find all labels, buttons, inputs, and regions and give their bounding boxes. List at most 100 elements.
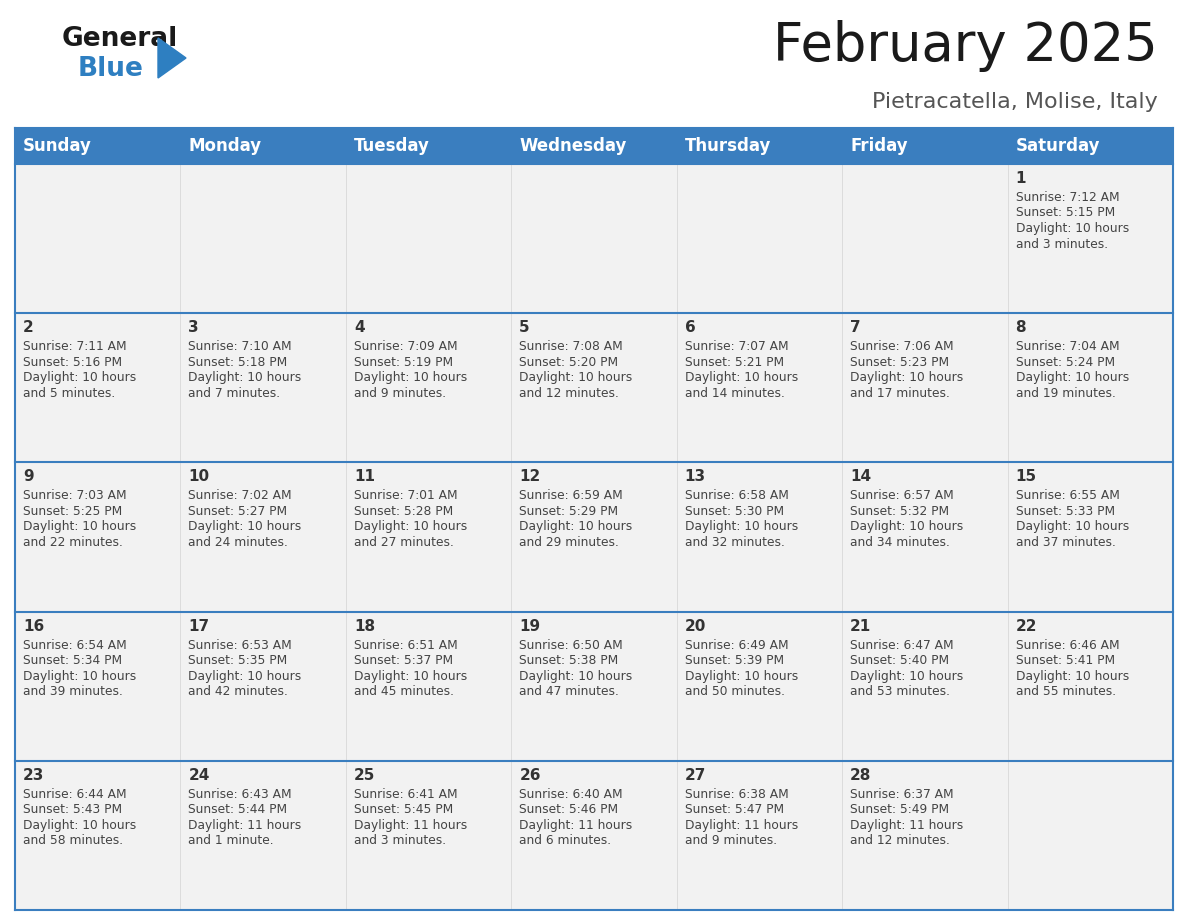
Text: Sunday: Sunday bbox=[23, 137, 91, 155]
Text: Sunrise: 6:55 AM: Sunrise: 6:55 AM bbox=[1016, 489, 1119, 502]
Text: 3: 3 bbox=[189, 320, 200, 335]
Text: Daylight: 11 hours: Daylight: 11 hours bbox=[684, 819, 798, 832]
Text: 6: 6 bbox=[684, 320, 695, 335]
Text: Sunrise: 7:02 AM: Sunrise: 7:02 AM bbox=[189, 489, 292, 502]
Text: Sunset: 5:21 PM: Sunset: 5:21 PM bbox=[684, 355, 784, 369]
Text: Sunset: 5:16 PM: Sunset: 5:16 PM bbox=[23, 355, 122, 369]
Text: Friday: Friday bbox=[851, 137, 908, 155]
Text: and 7 minutes.: and 7 minutes. bbox=[189, 386, 280, 399]
Bar bbox=[15, 164, 1173, 313]
Text: and 9 minutes.: and 9 minutes. bbox=[684, 834, 777, 847]
Text: Sunset: 5:47 PM: Sunset: 5:47 PM bbox=[684, 803, 784, 816]
Text: and 3 minutes.: and 3 minutes. bbox=[1016, 238, 1107, 251]
Text: Sunset: 5:18 PM: Sunset: 5:18 PM bbox=[189, 355, 287, 369]
Text: Sunrise: 6:43 AM: Sunrise: 6:43 AM bbox=[189, 788, 292, 800]
Text: Sunrise: 7:03 AM: Sunrise: 7:03 AM bbox=[23, 489, 127, 502]
Text: Daylight: 10 hours: Daylight: 10 hours bbox=[1016, 669, 1129, 683]
Text: Sunset: 5:41 PM: Sunset: 5:41 PM bbox=[1016, 655, 1114, 667]
Text: 7: 7 bbox=[851, 320, 861, 335]
Text: Sunset: 5:33 PM: Sunset: 5:33 PM bbox=[1016, 505, 1114, 518]
Text: Sunset: 5:40 PM: Sunset: 5:40 PM bbox=[851, 655, 949, 667]
Text: Daylight: 10 hours: Daylight: 10 hours bbox=[851, 669, 963, 683]
Text: 16: 16 bbox=[23, 619, 44, 633]
Text: 8: 8 bbox=[1016, 320, 1026, 335]
Text: and 32 minutes.: and 32 minutes. bbox=[684, 536, 784, 549]
Text: Sunrise: 6:54 AM: Sunrise: 6:54 AM bbox=[23, 639, 127, 652]
Text: Daylight: 11 hours: Daylight: 11 hours bbox=[354, 819, 467, 832]
Text: Daylight: 11 hours: Daylight: 11 hours bbox=[189, 819, 302, 832]
Text: Sunset: 5:46 PM: Sunset: 5:46 PM bbox=[519, 803, 619, 816]
Text: Thursday: Thursday bbox=[684, 137, 771, 155]
Text: and 50 minutes.: and 50 minutes. bbox=[684, 685, 785, 698]
Text: and 14 minutes.: and 14 minutes. bbox=[684, 386, 784, 399]
Text: Sunrise: 6:59 AM: Sunrise: 6:59 AM bbox=[519, 489, 623, 502]
Text: 13: 13 bbox=[684, 469, 706, 485]
Text: Sunrise: 6:51 AM: Sunrise: 6:51 AM bbox=[354, 639, 457, 652]
Text: 10: 10 bbox=[189, 469, 209, 485]
Text: Sunset: 5:24 PM: Sunset: 5:24 PM bbox=[1016, 355, 1114, 369]
Text: Sunrise: 6:46 AM: Sunrise: 6:46 AM bbox=[1016, 639, 1119, 652]
Text: 9: 9 bbox=[23, 469, 33, 485]
Text: 4: 4 bbox=[354, 320, 365, 335]
Text: 17: 17 bbox=[189, 619, 209, 633]
Text: Daylight: 10 hours: Daylight: 10 hours bbox=[851, 371, 963, 385]
Text: and 45 minutes.: and 45 minutes. bbox=[354, 685, 454, 698]
Bar bbox=[15, 611, 1173, 761]
Text: Sunrise: 6:53 AM: Sunrise: 6:53 AM bbox=[189, 639, 292, 652]
Text: Sunrise: 6:58 AM: Sunrise: 6:58 AM bbox=[684, 489, 789, 502]
Text: Sunset: 5:27 PM: Sunset: 5:27 PM bbox=[189, 505, 287, 518]
Text: 27: 27 bbox=[684, 767, 706, 783]
Text: and 58 minutes.: and 58 minutes. bbox=[23, 834, 124, 847]
Text: Daylight: 10 hours: Daylight: 10 hours bbox=[354, 371, 467, 385]
Text: Sunset: 5:15 PM: Sunset: 5:15 PM bbox=[1016, 207, 1114, 219]
Text: Sunset: 5:43 PM: Sunset: 5:43 PM bbox=[23, 803, 122, 816]
Text: Sunset: 5:37 PM: Sunset: 5:37 PM bbox=[354, 655, 453, 667]
Text: and 34 minutes.: and 34 minutes. bbox=[851, 536, 950, 549]
Text: Sunrise: 7:11 AM: Sunrise: 7:11 AM bbox=[23, 341, 127, 353]
Bar bbox=[15, 128, 1173, 164]
Text: Daylight: 10 hours: Daylight: 10 hours bbox=[684, 669, 798, 683]
Text: Daylight: 10 hours: Daylight: 10 hours bbox=[189, 521, 302, 533]
Text: Daylight: 11 hours: Daylight: 11 hours bbox=[851, 819, 963, 832]
Text: Daylight: 10 hours: Daylight: 10 hours bbox=[23, 371, 137, 385]
Text: Sunset: 5:45 PM: Sunset: 5:45 PM bbox=[354, 803, 453, 816]
Text: and 53 minutes.: and 53 minutes. bbox=[851, 685, 950, 698]
Text: Sunset: 5:25 PM: Sunset: 5:25 PM bbox=[23, 505, 122, 518]
Text: Daylight: 10 hours: Daylight: 10 hours bbox=[354, 669, 467, 683]
Text: Sunrise: 7:04 AM: Sunrise: 7:04 AM bbox=[1016, 341, 1119, 353]
Text: and 12 minutes.: and 12 minutes. bbox=[519, 386, 619, 399]
Text: Daylight: 10 hours: Daylight: 10 hours bbox=[23, 819, 137, 832]
Text: Sunset: 5:29 PM: Sunset: 5:29 PM bbox=[519, 505, 619, 518]
Text: and 9 minutes.: and 9 minutes. bbox=[354, 386, 446, 399]
Text: 20: 20 bbox=[684, 619, 706, 633]
Text: and 17 minutes.: and 17 minutes. bbox=[851, 386, 950, 399]
Bar bbox=[15, 463, 1173, 611]
Text: Sunset: 5:49 PM: Sunset: 5:49 PM bbox=[851, 803, 949, 816]
Text: Sunset: 5:30 PM: Sunset: 5:30 PM bbox=[684, 505, 784, 518]
Text: Daylight: 10 hours: Daylight: 10 hours bbox=[23, 669, 137, 683]
Text: Blue: Blue bbox=[78, 56, 144, 82]
Text: 23: 23 bbox=[23, 767, 44, 783]
Text: Sunrise: 6:47 AM: Sunrise: 6:47 AM bbox=[851, 639, 954, 652]
Text: Sunset: 5:34 PM: Sunset: 5:34 PM bbox=[23, 655, 122, 667]
Text: Daylight: 10 hours: Daylight: 10 hours bbox=[1016, 521, 1129, 533]
Bar bbox=[15, 313, 1173, 463]
Text: Sunrise: 7:08 AM: Sunrise: 7:08 AM bbox=[519, 341, 623, 353]
Text: Daylight: 10 hours: Daylight: 10 hours bbox=[519, 669, 632, 683]
Text: and 3 minutes.: and 3 minutes. bbox=[354, 834, 446, 847]
Text: 2: 2 bbox=[23, 320, 33, 335]
Text: 18: 18 bbox=[354, 619, 375, 633]
Text: Sunrise: 6:44 AM: Sunrise: 6:44 AM bbox=[23, 788, 127, 800]
Polygon shape bbox=[158, 38, 187, 78]
Text: Sunrise: 6:57 AM: Sunrise: 6:57 AM bbox=[851, 489, 954, 502]
Text: Daylight: 11 hours: Daylight: 11 hours bbox=[519, 819, 632, 832]
Text: Daylight: 10 hours: Daylight: 10 hours bbox=[851, 521, 963, 533]
Text: Sunset: 5:20 PM: Sunset: 5:20 PM bbox=[519, 355, 619, 369]
Text: Sunset: 5:23 PM: Sunset: 5:23 PM bbox=[851, 355, 949, 369]
Bar bbox=[15, 761, 1173, 910]
Text: and 6 minutes.: and 6 minutes. bbox=[519, 834, 612, 847]
Text: Sunset: 5:38 PM: Sunset: 5:38 PM bbox=[519, 655, 619, 667]
Text: Daylight: 10 hours: Daylight: 10 hours bbox=[684, 371, 798, 385]
Text: Sunrise: 7:07 AM: Sunrise: 7:07 AM bbox=[684, 341, 789, 353]
Text: 26: 26 bbox=[519, 767, 541, 783]
